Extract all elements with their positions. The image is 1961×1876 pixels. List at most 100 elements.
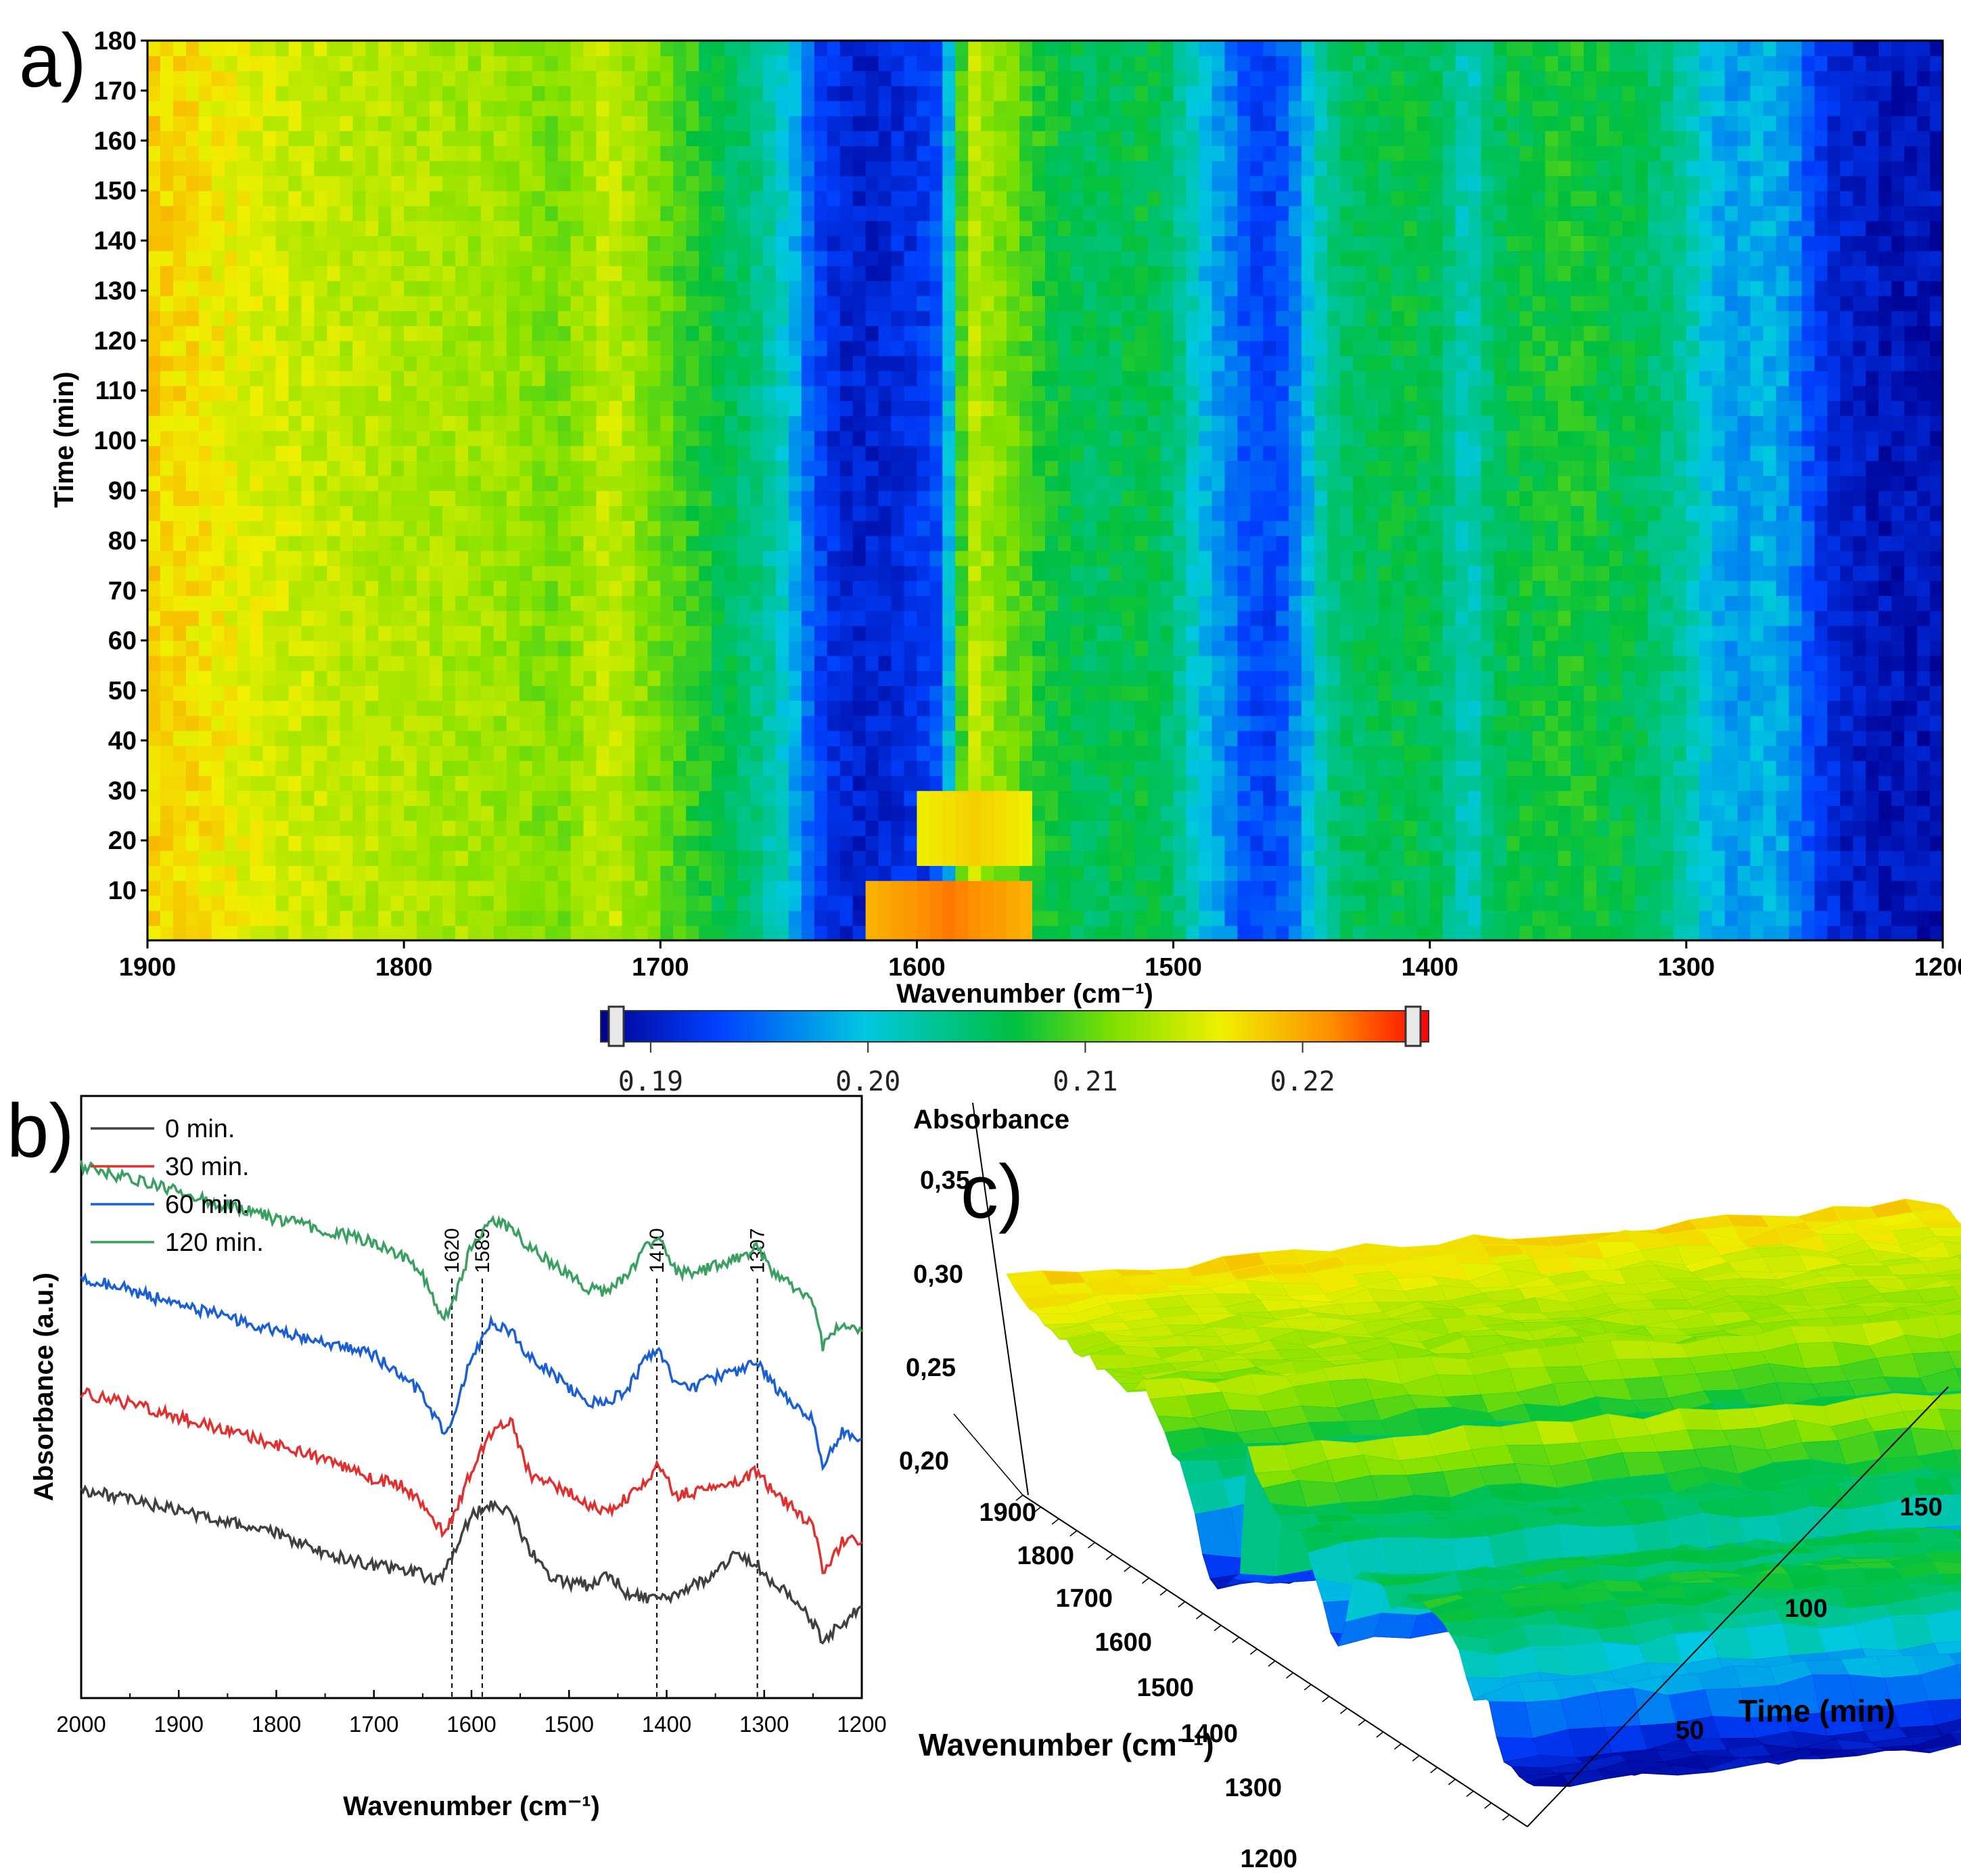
- heatmap-cell: [1429, 925, 1444, 941]
- heatmap-cell: [1609, 610, 1623, 626]
- heatmap-cell: [1558, 865, 1572, 882]
- heatmap-cell: [878, 505, 892, 522]
- heatmap-cell: [1750, 790, 1764, 806]
- heatmap-cell: [455, 835, 469, 851]
- heatmap-cell: [1096, 925, 1110, 941]
- heatmap-cell: [1596, 820, 1610, 836]
- heatmap-cell: [172, 895, 187, 911]
- heatmap-cell: [1776, 760, 1790, 776]
- heatmap-cell: [340, 835, 354, 851]
- heatmap-cell: [314, 460, 328, 476]
- heatmap-cell: [994, 730, 1007, 746]
- heatmap-cell: [1737, 535, 1751, 551]
- heatmap-cell: [724, 850, 738, 866]
- heatmap-cell: [378, 880, 392, 896]
- heatmap-cell: [1545, 625, 1559, 641]
- heatmap-cell: [1263, 610, 1277, 626]
- heatmap-cell: [1122, 805, 1136, 821]
- heatmap-cell: [1455, 625, 1469, 641]
- heatmap-cell: [814, 880, 828, 896]
- heatmap-cell: [1635, 475, 1648, 491]
- heatmap-cell: [288, 835, 302, 851]
- heatmap-cell: [1391, 715, 1405, 731]
- heatmap-cell: [301, 655, 315, 671]
- heatmap-cell: [275, 700, 290, 716]
- heatmap-cell: [1750, 760, 1764, 776]
- heatmap-cell: [506, 775, 520, 792]
- heatmap-cell: [647, 715, 662, 731]
- heatmap-cell: [1468, 640, 1482, 656]
- heatmap-cell: [1558, 790, 1572, 806]
- heatmap-cell: [1506, 490, 1521, 506]
- heatmap-cell: [1930, 850, 1943, 866]
- heatmap-cell: [430, 715, 443, 731]
- heatmap-cell: [1571, 700, 1584, 716]
- heatmap-cell: [1532, 610, 1546, 626]
- heatmap-cell: [1506, 520, 1521, 536]
- heatmap-cell: [673, 415, 687, 432]
- heatmap-cell: [480, 880, 494, 896]
- heatmap-cell: [185, 535, 200, 551]
- heatmap-cell: [1660, 535, 1674, 551]
- heatmap-cell: [1455, 670, 1469, 686]
- heatmap-cell: [1391, 460, 1405, 476]
- heatmap-cell: [981, 490, 994, 506]
- heatmap-cell: [1584, 640, 1597, 656]
- heatmap-cell: [762, 850, 777, 866]
- heatmap-cell: [185, 490, 200, 506]
- heatmap-cell: [891, 415, 905, 432]
- heatmap-cell: [237, 925, 251, 941]
- heatmap-cell: [532, 865, 546, 882]
- heatmap-cell: [788, 715, 802, 731]
- heatmap-cell: [1801, 670, 1816, 686]
- heatmap-cell: [417, 790, 430, 806]
- heatmap-cell: [378, 820, 392, 836]
- heatmap-cell: [1096, 895, 1110, 911]
- heatmap-cell: [1840, 880, 1854, 896]
- heatmap-cell: [1007, 565, 1020, 581]
- heatmap-cell: [1481, 415, 1495, 432]
- heatmap-cell: [352, 520, 367, 536]
- heatmap-cell: [762, 610, 777, 626]
- heatmap-cell: [1263, 595, 1277, 612]
- heatmap-cell: [172, 790, 187, 806]
- heatmap-cell: [788, 895, 802, 911]
- heatmap-cell: [1660, 610, 1674, 626]
- heatmap-cell: [1853, 670, 1867, 686]
- heatmap-cell: [532, 880, 546, 896]
- heatmap-cell: [1801, 430, 1816, 447]
- heatmap-cell: [1160, 460, 1174, 476]
- heatmap-cell: [147, 775, 161, 792]
- heatmap-cell: [1019, 715, 1033, 731]
- heatmap-cell: [1545, 580, 1559, 596]
- heatmap-cell: [1711, 715, 1726, 731]
- heatmap-cell: [1853, 535, 1867, 551]
- heatmap-cell: [327, 910, 341, 926]
- heatmap-cell: [724, 730, 738, 746]
- heatmap-cell: [596, 820, 610, 836]
- heatmap-cell: [1878, 715, 1892, 731]
- heatmap-cell: [762, 775, 777, 792]
- heatmap-cell: [1019, 865, 1033, 882]
- heatmap-cell: [1737, 415, 1751, 432]
- heatmap-cell: [1186, 685, 1200, 702]
- heatmap-cell: [968, 820, 982, 836]
- heatmap-cell: [775, 490, 789, 506]
- heatmap-cell: [1609, 850, 1623, 866]
- heatmap-cell: [1212, 835, 1226, 851]
- heatmap-cell: [1212, 460, 1226, 476]
- heatmap-cell: [1019, 535, 1033, 551]
- heatmap-cell: [1365, 775, 1379, 792]
- heatmap-cell: [1686, 460, 1700, 476]
- heatmap-cell: [724, 490, 738, 506]
- heatmap-cell: [1301, 685, 1315, 702]
- heatmap-cell: [1250, 625, 1264, 641]
- heatmap-cell: [622, 865, 636, 882]
- heatmap-cell: [1340, 640, 1354, 656]
- heatmap-cell: [699, 805, 712, 821]
- heatmap-cell: [301, 730, 315, 746]
- heatmap-cell: [994, 790, 1007, 806]
- heatmap-cell: [1212, 670, 1226, 686]
- heatmap-cell: [1686, 775, 1700, 792]
- heatmap-cell: [1673, 505, 1687, 522]
